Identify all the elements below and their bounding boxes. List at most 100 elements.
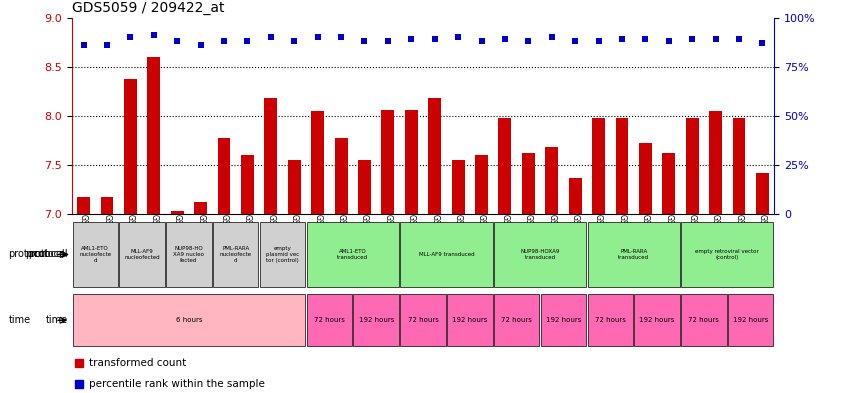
Text: NUP98-HO
XA9 nucleo
fected: NUP98-HO XA9 nucleo fected (173, 246, 205, 263)
Text: GSM1376952: GSM1376952 (431, 214, 439, 265)
Text: GSM1376946: GSM1376946 (711, 214, 720, 265)
Text: PML-RARA
transduced: PML-RARA transduced (618, 249, 649, 260)
Bar (260, 222, 305, 287)
Text: time: time (8, 315, 30, 325)
Text: 72 hours: 72 hours (314, 317, 345, 323)
Text: GSM1376947: GSM1376947 (734, 214, 744, 265)
Text: GSM1376951: GSM1376951 (407, 214, 415, 265)
Text: 72 hours: 72 hours (501, 317, 532, 323)
Text: GSM1376944: GSM1376944 (290, 214, 299, 265)
Bar (400, 222, 492, 287)
Text: GSM1376960: GSM1376960 (383, 214, 393, 265)
Text: protocol: protocol (28, 250, 68, 259)
Text: GSM1376945: GSM1376945 (688, 214, 696, 265)
Bar (686, 118, 699, 214)
Bar (587, 222, 680, 287)
Bar (498, 118, 511, 214)
Text: GSM1376969: GSM1376969 (501, 214, 509, 265)
Bar (335, 138, 348, 214)
Bar (494, 294, 540, 346)
Text: GSM1376971: GSM1376971 (547, 214, 556, 265)
Bar (124, 79, 137, 214)
Text: GSM1376964: GSM1376964 (618, 214, 626, 265)
Bar (171, 211, 184, 214)
Bar (306, 294, 352, 346)
Bar (546, 147, 558, 214)
Text: GSM1376943: GSM1376943 (266, 214, 275, 265)
Text: 192 hours: 192 hours (733, 317, 768, 323)
Text: GSM1376953: GSM1376953 (453, 214, 463, 265)
Text: percentile rank within the sample: percentile rank within the sample (90, 379, 266, 389)
Text: GSM1376959: GSM1376959 (360, 214, 369, 265)
Bar (405, 110, 418, 214)
Text: 192 hours: 192 hours (359, 317, 394, 323)
Bar (428, 98, 441, 214)
Text: time: time (46, 315, 68, 325)
Text: GSM1376958: GSM1376958 (337, 214, 345, 265)
Bar (709, 111, 722, 214)
Bar (358, 160, 371, 214)
Bar (475, 155, 488, 214)
Text: 192 hours: 192 hours (546, 317, 581, 323)
Bar (400, 294, 446, 346)
Text: 192 hours: 192 hours (640, 317, 675, 323)
Bar (382, 110, 394, 214)
Text: MLL-AF9
nucleofected: MLL-AF9 nucleofected (124, 249, 160, 260)
Text: empty
plasmid vec
tor (control): empty plasmid vec tor (control) (266, 246, 299, 263)
Text: 6 hours: 6 hours (176, 317, 202, 323)
Text: GSM1376955: GSM1376955 (80, 214, 88, 265)
Bar (195, 202, 207, 214)
Bar (217, 138, 230, 214)
Bar (147, 57, 160, 214)
Bar (662, 153, 675, 214)
Bar (166, 222, 212, 287)
Text: GSM1376961: GSM1376961 (220, 214, 228, 265)
Bar (592, 118, 605, 214)
Text: GSM1376948: GSM1376948 (758, 214, 766, 265)
Text: transformed count: transformed count (90, 358, 187, 368)
Text: GSM1376957: GSM1376957 (313, 214, 322, 265)
Text: GSM1376968: GSM1376968 (196, 214, 205, 265)
Text: NUP98-HOXA9
transduced: NUP98-HOXA9 transduced (520, 249, 560, 260)
Text: 192 hours: 192 hours (452, 317, 487, 323)
Bar (587, 294, 633, 346)
Text: empty retroviral vector
(control): empty retroviral vector (control) (695, 249, 759, 260)
Bar (213, 222, 259, 287)
Bar (616, 118, 629, 214)
Bar (306, 222, 399, 287)
Bar (288, 160, 300, 214)
Text: GSM1376966: GSM1376966 (664, 214, 673, 265)
Text: GSM1376967: GSM1376967 (173, 214, 182, 265)
Bar (452, 160, 464, 214)
Bar (681, 222, 773, 287)
Bar (494, 222, 586, 287)
Bar (728, 294, 773, 346)
Text: GSM1376956: GSM1376956 (102, 214, 112, 265)
Text: MLL-AF9 transduced: MLL-AF9 transduced (419, 252, 475, 257)
Bar (639, 143, 651, 214)
Text: protocol: protocol (25, 250, 65, 259)
Bar (73, 222, 118, 287)
Bar (569, 178, 581, 214)
Text: GSM1376954: GSM1376954 (477, 214, 486, 265)
Bar (101, 196, 113, 214)
Text: 72 hours: 72 hours (689, 317, 719, 323)
Bar (541, 294, 586, 346)
Text: GSM1376965: GSM1376965 (641, 214, 650, 265)
Bar (311, 111, 324, 214)
Text: GSM1376962: GSM1376962 (243, 214, 252, 265)
Text: 72 hours: 72 hours (595, 317, 626, 323)
Text: PML-RARA
nucleofecte
d: PML-RARA nucleofecte d (220, 246, 252, 263)
Bar (77, 196, 90, 214)
Text: GSM1376963: GSM1376963 (594, 214, 603, 265)
Text: GSM1376970: GSM1376970 (524, 214, 533, 265)
Text: 72 hours: 72 hours (408, 317, 438, 323)
Bar (354, 294, 399, 346)
Text: GSM1376972: GSM1376972 (571, 214, 580, 265)
Text: AML1-ETO
nucleofecte
d: AML1-ETO nucleofecte d (80, 246, 112, 263)
Bar (73, 294, 305, 346)
Text: GSM1376950: GSM1376950 (150, 214, 158, 265)
Bar (447, 294, 492, 346)
Bar (522, 153, 535, 214)
Text: protocol: protocol (8, 250, 48, 259)
